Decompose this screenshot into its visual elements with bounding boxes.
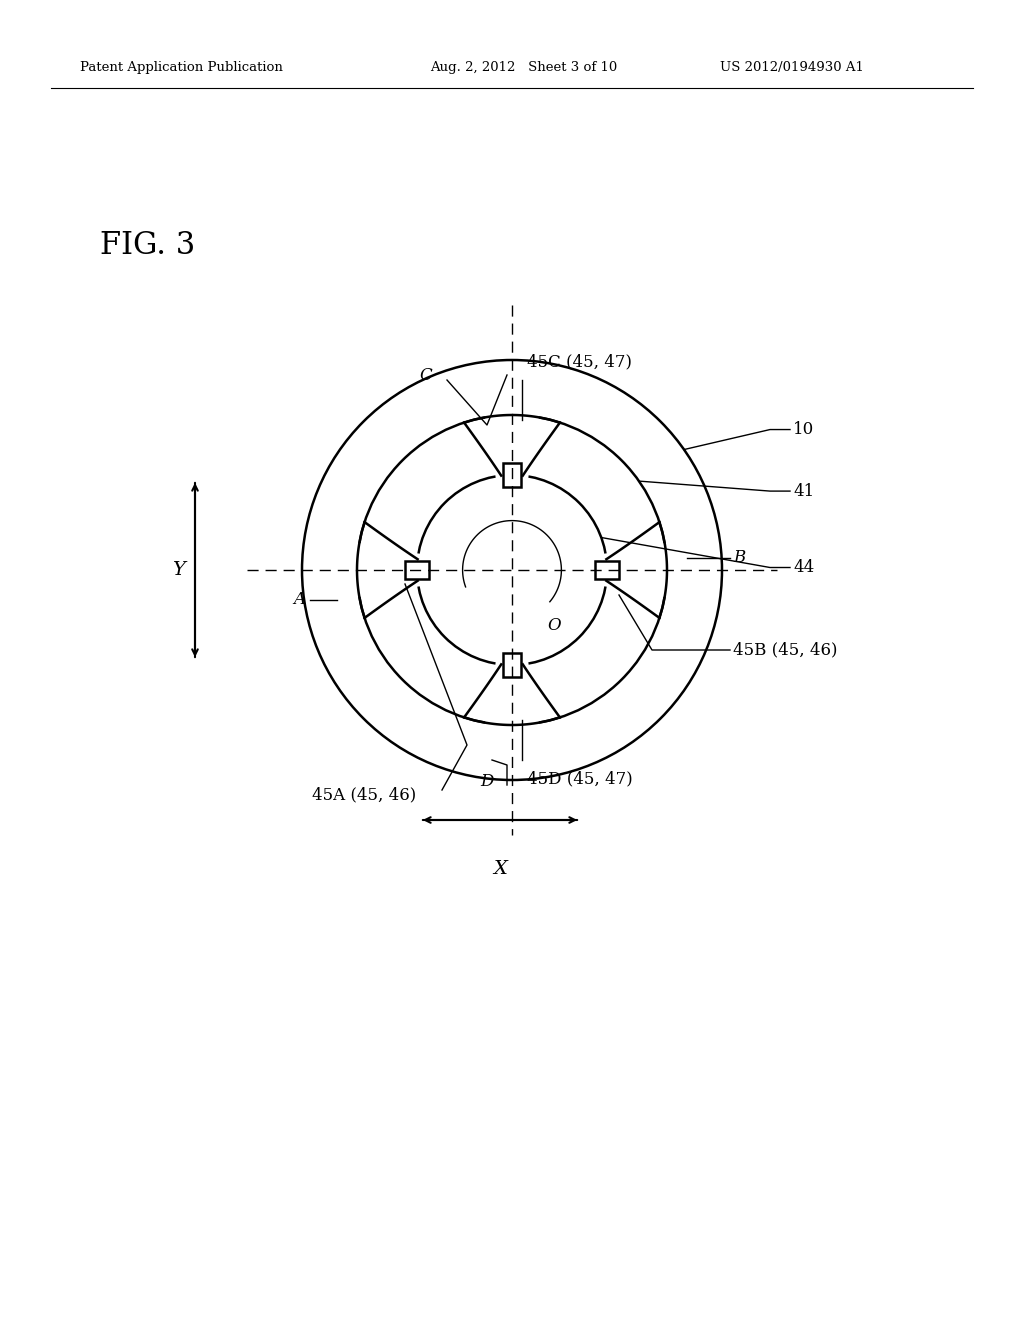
Bar (503, 653, 521, 677)
Text: US 2012/0194930 A1: US 2012/0194930 A1 (720, 62, 864, 74)
Text: Patent Application Publication: Patent Application Publication (80, 62, 283, 74)
Text: 44: 44 (793, 558, 814, 576)
Text: 45B (45, 46): 45B (45, 46) (733, 642, 838, 659)
Text: Aug. 2, 2012   Sheet 3 of 10: Aug. 2, 2012 Sheet 3 of 10 (430, 62, 617, 74)
Text: 45D (45, 47): 45D (45, 47) (527, 770, 633, 787)
Text: B: B (733, 549, 745, 566)
Text: O: O (547, 616, 560, 634)
Text: FIG. 3: FIG. 3 (100, 230, 196, 261)
Text: 10: 10 (793, 421, 814, 438)
Text: 41: 41 (793, 483, 814, 499)
Bar (406, 561, 429, 579)
Text: C: C (419, 367, 432, 384)
Text: A: A (293, 591, 305, 609)
Bar (503, 463, 521, 487)
Text: X: X (494, 861, 507, 878)
Bar (595, 561, 618, 579)
Text: D: D (480, 774, 494, 789)
Text: 45A (45, 46): 45A (45, 46) (312, 787, 416, 804)
Text: 45C (45, 47): 45C (45, 47) (527, 352, 632, 370)
Text: Y: Y (172, 561, 184, 579)
